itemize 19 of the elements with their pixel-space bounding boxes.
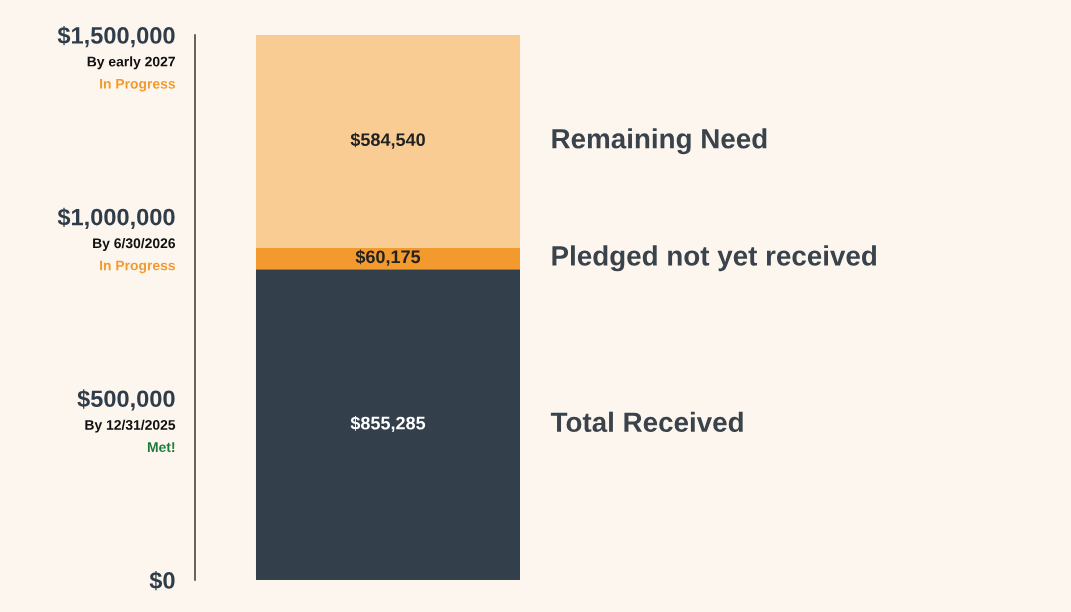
bar [255,247,520,270]
text: By 12/31/2025 [85,419,176,433]
text: In Progress [100,260,175,274]
data-label: $584,540 [350,132,425,149]
y-tick-label: $1,500,000 [57,26,175,48]
bar [255,35,520,248]
series-label: Total Received [550,411,743,433]
y-tick-label: $0 [149,571,175,591]
data-label: $855,285 [350,415,426,433]
text: Met! [147,442,175,453]
text: By 6/30/2026 [93,237,176,251]
series-label: Remaining Need [552,128,767,155]
data-label: $60,175 [355,249,421,266]
text: In Progress [100,78,175,92]
series-label: Pledged not yet received [552,245,876,272]
y-tick-label: $500,000 [77,389,175,411]
y-tick-label: $1,000,000 [57,207,175,229]
bar [255,269,520,580]
text: By early 2027 [87,56,175,70]
